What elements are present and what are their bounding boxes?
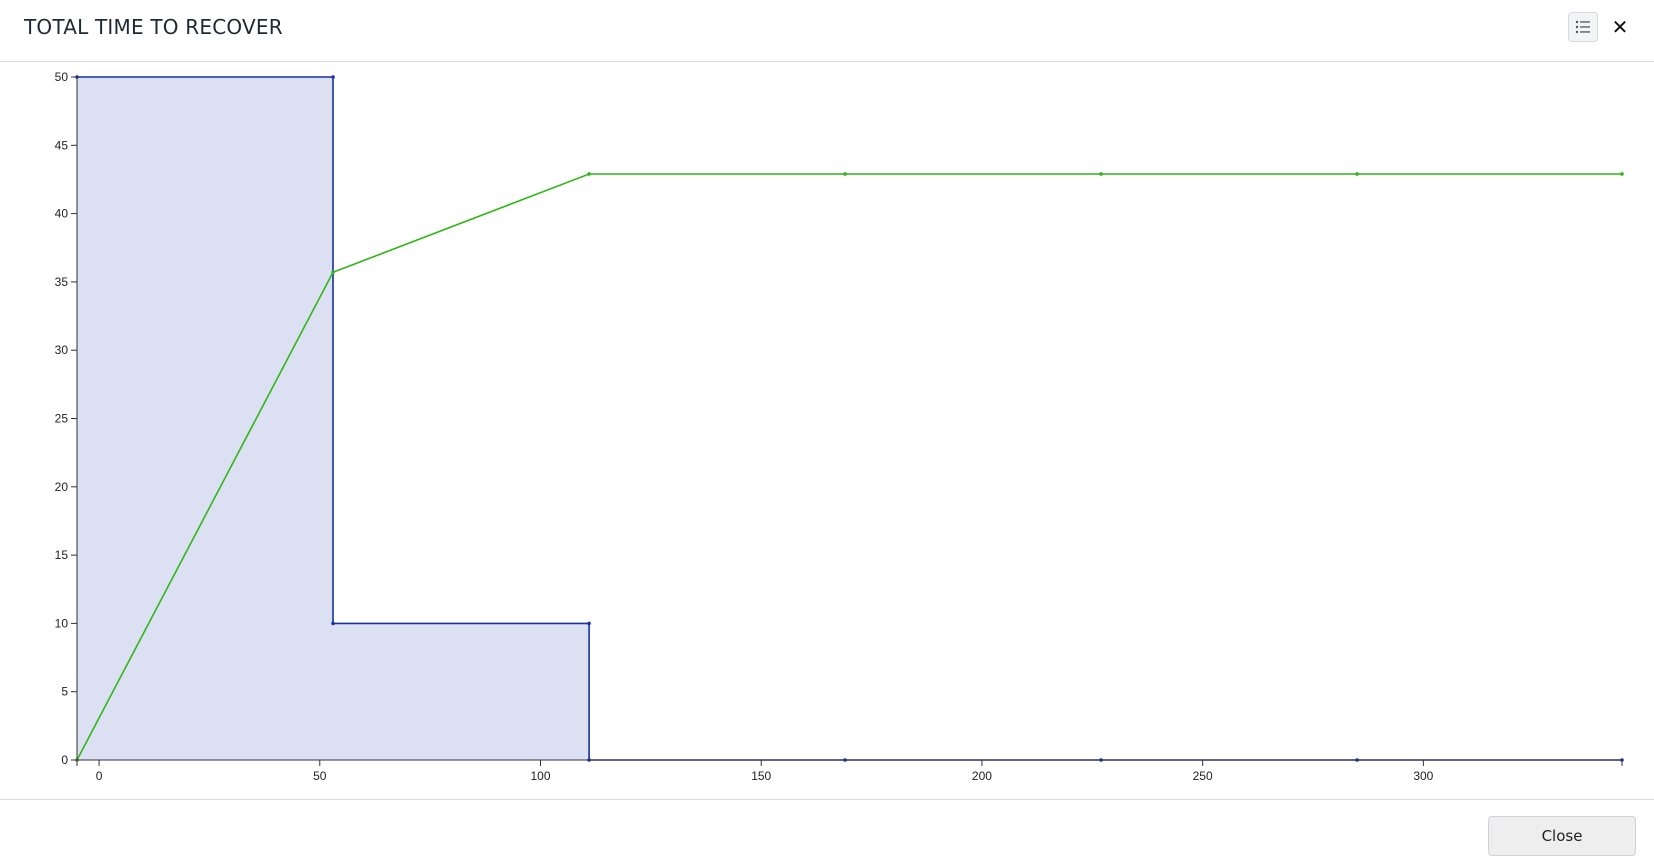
series-0-area-fill (77, 77, 1622, 760)
y-tick-label-0: 0 (61, 753, 68, 767)
chart-area: 0 5 10 15 20 25 30 35 40 45 50 0 50 100 150 200 250 300 (0, 62, 1654, 800)
x-tick-label-4: 200 (972, 769, 992, 783)
x-tick-label-2: 100 (530, 769, 550, 783)
dialog-header: TOTAL TIME TO RECOVER ✕ (0, 0, 1654, 62)
y-tick-label-10: 50 (55, 70, 69, 84)
x-tick-label-1: 50 (313, 769, 327, 783)
y-tick-label-6: 30 (55, 343, 69, 357)
list-view-button[interactable] (1568, 12, 1598, 42)
y-tick-label-2: 10 (55, 616, 69, 630)
recovery-chart: 0 5 10 15 20 25 30 35 40 45 50 0 50 100 150 200 250 300 (55, 70, 1624, 783)
x-tick-label-6: 300 (1413, 769, 1433, 783)
series-1-point-2 (587, 172, 591, 176)
x-tick-label-5: 250 (1193, 769, 1213, 783)
series-1-point-6 (1620, 172, 1624, 176)
series-1-point-5 (1355, 172, 1359, 176)
list-icon (1575, 20, 1590, 34)
x-tick-label-3: 150 (751, 769, 771, 783)
y-tick-label-4: 20 (55, 480, 69, 494)
y-tick-label-5: 25 (55, 412, 69, 426)
series-0-point-2 (331, 621, 335, 626)
dialog-footer: Close (0, 799, 1654, 863)
dialog-title: TOTAL TIME TO RECOVER (24, 15, 283, 39)
close-icon[interactable]: ✕ (1611, 15, 1629, 39)
y-tick-label-8: 40 (55, 207, 69, 221)
y-tick-label-7: 35 (55, 275, 69, 289)
y-tick-label-9: 45 (55, 138, 69, 152)
y-tick-label-1: 5 (61, 685, 68, 699)
series-1-point-1 (331, 270, 335, 275)
x-tick-label-0: 0 (96, 769, 103, 783)
series-1-point-3 (843, 172, 847, 176)
y-tick-label-3: 15 (55, 548, 69, 562)
series-0-point-3 (587, 621, 591, 626)
close-button[interactable]: Close (1488, 816, 1636, 856)
series-1-point-4 (1099, 172, 1103, 176)
series-0-point-1 (331, 75, 335, 79)
